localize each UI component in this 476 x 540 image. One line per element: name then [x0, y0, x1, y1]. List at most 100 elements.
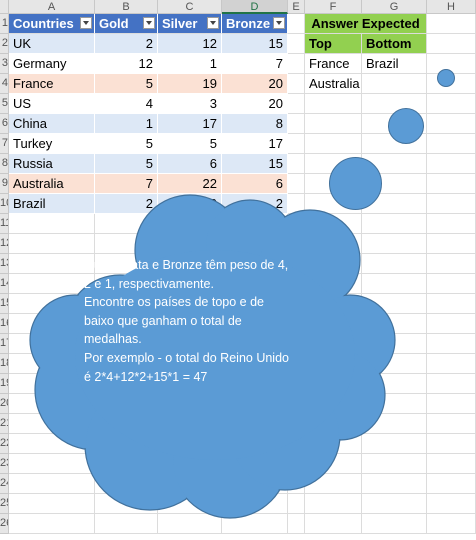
empty-cell[interactable] — [362, 374, 427, 394]
empty-cell[interactable] — [95, 514, 158, 534]
table-cell-bronze[interactable]: 7 — [222, 54, 288, 74]
empty-cell[interactable] — [305, 114, 362, 134]
row-header[interactable]: 13 — [0, 254, 9, 274]
table-cell-silver[interactable]: 19 — [158, 74, 222, 94]
table-header-gold[interactable]: Gold — [95, 14, 158, 34]
empty-cell[interactable] — [362, 354, 427, 374]
filter-dropdown-icon[interactable] — [273, 17, 285, 29]
table-cell-country[interactable]: Brazil — [9, 194, 95, 214]
empty-cell[interactable] — [362, 254, 427, 274]
row-header[interactable]: 2 — [0, 34, 9, 54]
table-cell-silver[interactable]: 17 — [158, 114, 222, 134]
row-header[interactable]: 4 — [0, 74, 9, 94]
empty-cell[interactable] — [305, 514, 362, 534]
table-cell-gold[interactable]: 12 — [95, 54, 158, 74]
column-header-d[interactable]: D — [222, 0, 288, 14]
empty-cell[interactable] — [362, 274, 427, 294]
empty-cell[interactable] — [222, 514, 288, 534]
table-cell-gold[interactable]: 7 — [95, 174, 158, 194]
empty-cell[interactable] — [362, 174, 427, 194]
thought-bubble-large[interactable] — [329, 157, 382, 210]
top-value-cell[interactable]: France — [305, 54, 362, 74]
answer-title-cell[interactable]: Answer Expected — [305, 14, 427, 34]
row-header[interactable]: 12 — [0, 234, 9, 254]
table-cell-gold[interactable]: 2 — [95, 34, 158, 54]
table-cell-gold[interactable]: 5 — [95, 134, 158, 154]
empty-cell[interactable] — [305, 474, 362, 494]
row-header[interactable]: 23 — [0, 454, 9, 474]
empty-cell[interactable] — [288, 494, 305, 514]
table-cell-gold[interactable]: 2 — [95, 194, 158, 214]
empty-cell[interactable] — [362, 454, 427, 474]
empty-cell[interactable] — [9, 494, 95, 514]
row-header[interactable]: 15 — [0, 294, 9, 314]
filter-dropdown-icon[interactable] — [143, 17, 155, 29]
row-header[interactable]: 1 — [0, 14, 9, 34]
row-header[interactable]: 21 — [0, 414, 9, 434]
bottom-value-cell[interactable]: Brazil — [362, 54, 427, 74]
row-header[interactable]: 10 — [0, 194, 9, 214]
table-cell-bronze[interactable]: 15 — [222, 34, 288, 54]
row-header[interactable]: 26 — [0, 514, 9, 534]
column-header-c[interactable]: C — [158, 0, 222, 14]
bottom-label-cell[interactable]: Bottom — [362, 34, 427, 54]
column-header-b[interactable]: B — [95, 0, 158, 14]
table-cell-silver[interactable]: 22 — [158, 174, 222, 194]
empty-cell[interactable] — [362, 134, 427, 154]
row-header[interactable]: 20 — [0, 394, 9, 414]
empty-cell[interactable] — [288, 114, 305, 134]
empty-cell[interactable] — [362, 434, 427, 454]
empty-cell[interactable] — [305, 494, 362, 514]
empty-cell[interactable] — [362, 394, 427, 414]
empty-cell[interactable] — [9, 514, 95, 534]
row-header[interactable]: 18 — [0, 354, 9, 374]
thought-bubble-medium[interactable] — [388, 108, 424, 144]
empty-cell[interactable] — [362, 74, 427, 94]
empty-cell[interactable] — [305, 454, 362, 474]
table-cell-bronze[interactable]: 20 — [222, 94, 288, 114]
row-header[interactable]: 11 — [0, 214, 9, 234]
empty-cell[interactable] — [362, 294, 427, 314]
row-header[interactable]: 7 — [0, 134, 9, 154]
column-header-corner[interactable] — [0, 0, 9, 14]
empty-cell[interactable] — [288, 514, 305, 534]
table-cell-country[interactable]: Australia — [9, 174, 95, 194]
empty-cell[interactable] — [362, 474, 427, 494]
empty-cell[interactable] — [288, 134, 305, 154]
filter-dropdown-icon[interactable] — [80, 17, 92, 29]
table-cell-gold[interactable]: 1 — [95, 114, 158, 134]
table-cell-silver[interactable]: 6 — [158, 154, 222, 174]
table-cell-country[interactable]: Turkey — [9, 134, 95, 154]
empty-cell[interactable] — [305, 94, 362, 114]
empty-cell[interactable] — [362, 214, 427, 234]
table-cell-gold[interactable]: 5 — [95, 154, 158, 174]
table-cell-country[interactable]: UK — [9, 34, 95, 54]
empty-cell[interactable] — [362, 414, 427, 434]
table-cell-country[interactable]: Russia — [9, 154, 95, 174]
table-cell-bronze[interactable]: 8 — [222, 114, 288, 134]
extra-value-cell[interactable]: Australia — [305, 74, 362, 94]
empty-cell[interactable] — [288, 34, 305, 54]
empty-cell[interactable] — [288, 14, 305, 34]
column-header-g[interactable]: G — [362, 0, 427, 14]
table-cell-bronze[interactable]: 6 — [222, 174, 288, 194]
empty-cell[interactable] — [288, 154, 305, 174]
table-cell-country[interactable]: US — [9, 94, 95, 114]
table-cell-gold[interactable]: 5 — [95, 74, 158, 94]
empty-cell[interactable] — [362, 494, 427, 514]
row-header[interactable]: 25 — [0, 494, 9, 514]
column-header-e[interactable]: E — [288, 0, 305, 14]
empty-cell[interactable] — [362, 194, 427, 214]
table-header-bronze[interactable]: Bronze — [222, 14, 288, 34]
empty-cell[interactable] — [222, 494, 288, 514]
empty-cell[interactable] — [305, 134, 362, 154]
table-cell-country[interactable]: France — [9, 74, 95, 94]
empty-cell[interactable] — [9, 234, 95, 254]
empty-cell[interactable] — [288, 174, 305, 194]
table-cell-gold[interactable]: 4 — [95, 94, 158, 114]
row-header[interactable]: 14 — [0, 274, 9, 294]
row-header[interactable]: 3 — [0, 54, 9, 74]
table-header-countries[interactable]: Countries — [9, 14, 95, 34]
empty-cell[interactable] — [9, 254, 95, 274]
